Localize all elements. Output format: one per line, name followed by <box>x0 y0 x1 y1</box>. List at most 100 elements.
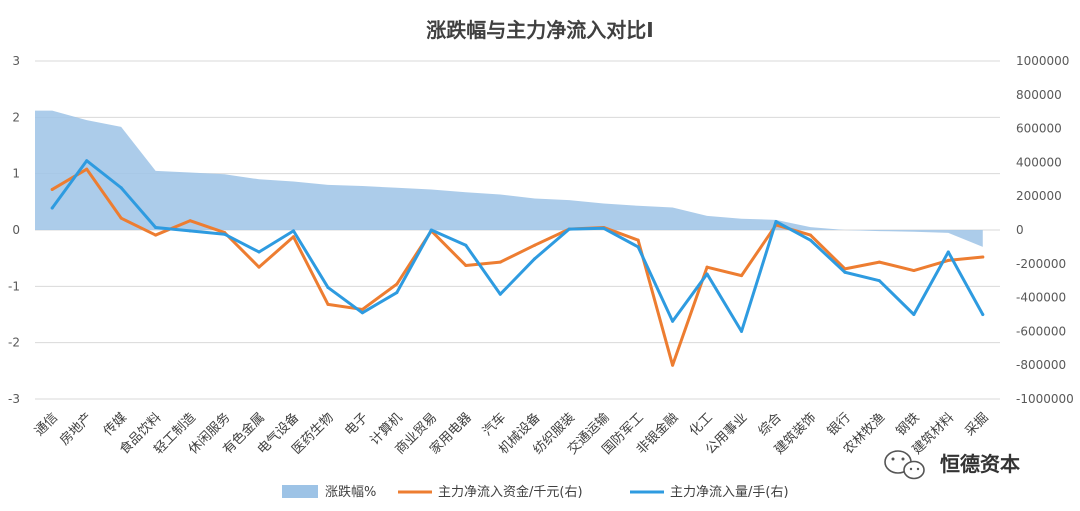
area-point <box>672 206 674 208</box>
left-tick-label: 0 <box>12 223 20 237</box>
area-point <box>499 194 501 196</box>
area-point <box>224 173 226 175</box>
area-point <box>430 188 432 190</box>
volume-point <box>154 225 158 229</box>
right-tick-label: 400000 <box>1016 155 1062 169</box>
capital-point <box>981 255 985 259</box>
capital-point <box>636 238 640 242</box>
capital-point <box>740 274 744 278</box>
volume-point <box>981 313 985 316</box>
legend-label-area: 涨跌幅% <box>325 484 376 500</box>
left-tick-label: -2 <box>8 336 20 350</box>
category-label: 化工 <box>687 410 716 439</box>
area-point <box>534 197 536 199</box>
capital-point <box>912 269 916 273</box>
area-point <box>51 110 53 112</box>
volume-point <box>188 229 192 233</box>
line-volume-inflow <box>50 159 985 333</box>
left-tick-label: -3 <box>8 392 20 406</box>
capital-point <box>671 363 675 367</box>
volume-point <box>395 291 399 295</box>
line-series <box>50 159 985 367</box>
volume-point <box>533 257 537 261</box>
left-tick-label: -1 <box>8 279 20 293</box>
left-tick-label: 3 <box>12 54 20 68</box>
capital-point <box>705 265 709 269</box>
capital-point <box>395 282 399 286</box>
area-point <box>120 126 122 128</box>
area-point <box>327 184 329 186</box>
area-point <box>396 187 398 189</box>
left-tick-label: 2 <box>12 110 20 124</box>
volume-point <box>912 313 916 316</box>
wechat-icon <box>884 450 925 480</box>
right-tick-label: 600000 <box>1016 122 1062 136</box>
volume-point <box>602 226 606 230</box>
area-point <box>189 172 191 174</box>
category-label: 传媒 <box>101 410 130 439</box>
capital-point <box>85 167 89 171</box>
area-point <box>878 230 880 232</box>
watermark: 恒德资本 <box>884 450 1020 480</box>
volume-point <box>877 279 881 283</box>
capital-point <box>188 219 192 223</box>
volume-point <box>360 311 364 315</box>
category-label: 采掘 <box>963 410 992 439</box>
area-point <box>86 119 88 121</box>
category-label: 综合 <box>756 410 785 439</box>
area-series <box>35 110 984 248</box>
area-point <box>637 205 639 207</box>
volume-point <box>808 238 812 242</box>
area-point <box>982 246 984 248</box>
capital-point <box>291 235 295 239</box>
legend-label-volume: 主力净流入量/手(右) <box>670 485 789 500</box>
area-point <box>155 170 157 172</box>
right-tick-label: 200000 <box>1016 189 1062 203</box>
capital-point <box>808 233 812 237</box>
area-point <box>947 232 949 234</box>
legend-label-capital: 主力净流入资金/千元(右) <box>438 484 583 500</box>
volume-point <box>50 206 54 210</box>
right-tick-label: 800000 <box>1016 88 1062 102</box>
volume-point <box>257 250 261 254</box>
volume-point <box>291 229 295 233</box>
volume-point <box>636 245 640 249</box>
category-label: 汽车 <box>479 410 509 440</box>
left-tick-label: 1 <box>12 167 20 181</box>
right-tick-label: -400000 <box>1016 291 1066 305</box>
area-point <box>913 231 915 233</box>
capital-point <box>498 260 502 264</box>
capital-point <box>533 243 537 247</box>
area-point <box>741 218 743 220</box>
category-label: 钢铁 <box>894 410 923 439</box>
category-label: 房地产 <box>57 410 96 449</box>
volume-point <box>671 319 675 323</box>
right-tick-label: 1000000 <box>1016 54 1069 68</box>
capital-point <box>119 216 123 220</box>
capital-point <box>50 187 54 191</box>
volume-point <box>843 270 847 274</box>
area-change-pct <box>35 110 983 247</box>
volume-point <box>774 220 778 224</box>
area-point <box>809 226 811 228</box>
right-tick-label: -600000 <box>1016 324 1066 338</box>
volume-point <box>429 228 433 232</box>
watermark-text: 恒德资本 <box>940 452 1020 476</box>
capital-point <box>464 263 468 267</box>
category-label: 银行 <box>825 410 854 439</box>
volume-point <box>223 232 227 236</box>
volume-point <box>740 329 744 333</box>
area-point <box>844 229 846 231</box>
volume-point <box>567 227 571 231</box>
capital-point <box>877 260 881 264</box>
volume-point <box>498 292 502 296</box>
area-point <box>706 215 708 217</box>
volume-point <box>705 272 709 276</box>
right-tick-label: 0 <box>1016 223 1024 237</box>
capital-point <box>257 265 261 269</box>
area-point <box>292 181 294 183</box>
capital-point <box>154 233 158 237</box>
area-point <box>361 185 363 187</box>
